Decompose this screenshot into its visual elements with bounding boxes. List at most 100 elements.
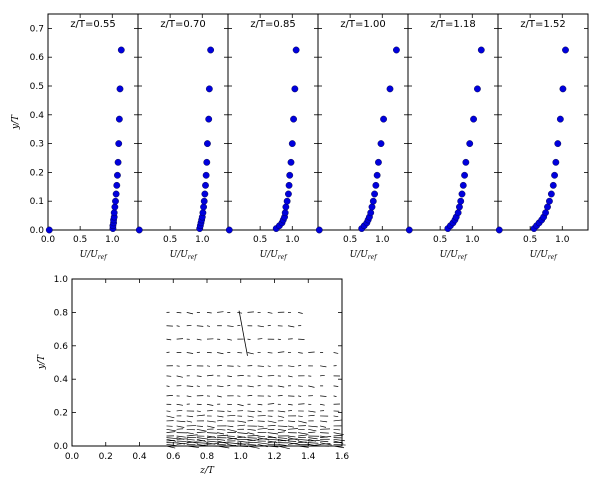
velocity-arrow <box>227 437 239 440</box>
velocity-arrow <box>277 425 288 427</box>
velocity-profile-panels: z/T=0.55 0.0 0.5 1.0 U/Uref 0.0 0.1 0.2 0.3 0.4 0.… <box>11 13 589 261</box>
data-point <box>112 190 120 198</box>
data-point <box>457 197 465 205</box>
data-point <box>287 158 295 166</box>
data-point <box>207 46 215 54</box>
data-point <box>552 158 560 166</box>
panel-title: z/T=0.55 <box>70 19 115 30</box>
velocity-arrow <box>308 414 315 417</box>
data-point <box>547 190 555 198</box>
velocity-arrow <box>287 375 293 378</box>
y-tick-label: 0.5 <box>30 82 44 92</box>
velocity-arrow <box>217 432 225 435</box>
velocity-arrow <box>333 385 339 387</box>
velocity-arrow <box>267 424 276 427</box>
y-tick-label: 0.6 <box>30 53 45 63</box>
data-point <box>283 197 291 205</box>
velocity-arrow <box>333 419 343 422</box>
x-tick-label: 1.4 <box>301 452 316 462</box>
velocity-arrow <box>237 424 246 427</box>
velocity-arrow <box>287 425 295 428</box>
velocity-arrow <box>176 425 185 428</box>
x-tick-label: 1.0 <box>195 235 210 245</box>
velocity-arrow <box>308 431 316 433</box>
data-point <box>559 85 567 93</box>
data-point <box>203 158 211 166</box>
velocity-arrow <box>277 351 285 353</box>
data-point <box>405 226 413 234</box>
velocity-arrow <box>176 442 186 445</box>
velocity-arrow <box>237 403 244 407</box>
velocity-arrow <box>277 428 287 431</box>
velocity-arrow <box>308 385 315 388</box>
data-point <box>462 158 470 166</box>
velocity-arrow <box>333 443 346 446</box>
velocity-arrow <box>267 440 278 443</box>
velocity-arrow <box>247 385 254 388</box>
velocity-arrow <box>217 385 224 388</box>
data-point <box>201 190 209 198</box>
data-point <box>373 171 381 179</box>
profile-panel: z/T=0.85 0.5 1.0 U/Uref <box>225 13 319 261</box>
x-tick-label: 1.6 <box>335 452 350 462</box>
velocity-arrow <box>247 311 254 313</box>
velocity-arrow <box>247 415 254 418</box>
velocity-arrow <box>333 352 339 354</box>
velocity-arrow <box>308 442 319 444</box>
velocity-arrow <box>186 385 194 387</box>
velocity-arrow <box>257 410 262 413</box>
x-tick-label: 0.8 <box>200 452 215 462</box>
velocity-arrow <box>176 428 184 430</box>
velocity-arrow <box>206 435 217 438</box>
velocity-arrow <box>217 440 229 445</box>
velocity-arrow <box>196 443 208 447</box>
y-tick-label: 0.2 <box>30 168 44 178</box>
velocity-arrow <box>176 409 183 412</box>
velocity-arrow <box>247 437 257 439</box>
velocity-arrow <box>206 325 211 327</box>
velocity-arrow <box>196 444 206 447</box>
velocity-arrow <box>320 440 329 443</box>
velocity-arrow <box>237 420 247 423</box>
velocity-arrow <box>287 325 295 328</box>
data-point <box>117 46 125 54</box>
data-point <box>113 181 121 189</box>
velocity-arrow <box>227 325 234 327</box>
data-point <box>495 226 503 234</box>
panel-title: z/T=0.85 <box>250 19 295 30</box>
velocity-arrow <box>217 428 226 431</box>
data-point <box>542 209 549 217</box>
velocity-arrow <box>298 403 305 405</box>
velocity-arrow <box>217 445 230 449</box>
velocity-arrow <box>217 311 224 313</box>
panel-title: z/T=0.70 <box>160 19 205 30</box>
velocity-arrow <box>257 437 269 441</box>
velocity-arrow <box>308 438 317 442</box>
velocity-arrow <box>247 443 257 446</box>
velocity-arrow <box>277 443 287 446</box>
panel-title: z/T=1.00 <box>340 19 385 30</box>
velocity-arrow <box>333 395 337 397</box>
velocity-arrow <box>333 445 345 449</box>
data-point <box>477 46 485 54</box>
x-tick-label: 0.5 <box>73 235 87 245</box>
velocity-arrow <box>247 352 254 355</box>
velocity-arrow <box>206 440 217 443</box>
x-tick-label: 1.0 <box>555 235 570 245</box>
data-point <box>114 158 122 166</box>
y-tick-label: 0.8 <box>54 308 69 318</box>
data-point <box>315 226 323 234</box>
data-point <box>554 140 562 148</box>
velocity-arrow <box>237 445 249 447</box>
velocity-arrow <box>186 434 198 437</box>
y-tick-label: 1.0 <box>54 275 69 285</box>
velocity-arrow <box>166 437 178 440</box>
velocity-arrow <box>277 410 286 413</box>
velocity-arrow <box>227 410 232 413</box>
velocity-arrow <box>217 415 224 418</box>
velocity-arrow <box>257 442 270 445</box>
velocity-arrow <box>196 338 202 341</box>
velocity-arrow <box>217 352 224 355</box>
data-point <box>285 181 293 189</box>
velocity-arrow <box>298 415 303 417</box>
